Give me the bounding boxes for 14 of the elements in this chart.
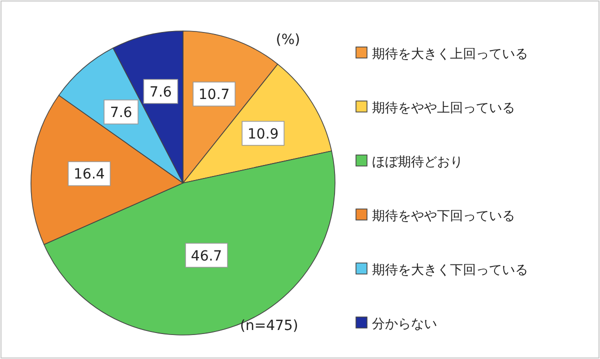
legend-label: 期待をやや上回っている xyxy=(372,101,515,116)
data-label: 10.9 xyxy=(248,126,279,142)
legend-label: 期待をやや下回っている xyxy=(372,209,515,224)
legend-label: ほぼ期待どおり xyxy=(372,155,463,170)
data-label: 7.6 xyxy=(150,84,172,100)
data-label: 46.7 xyxy=(190,248,222,264)
legend-label: 分からない xyxy=(372,317,437,332)
data-label: 7.6 xyxy=(110,104,132,121)
text: (%) xyxy=(276,32,300,48)
legend-label: 期待を大きく下回っている xyxy=(372,263,528,278)
text: (n=475) xyxy=(240,318,298,334)
legend-label: 期待を大きく上回っている xyxy=(372,47,528,62)
data-label: 16.4 xyxy=(74,166,105,183)
data-label: 10.7 xyxy=(198,87,230,104)
